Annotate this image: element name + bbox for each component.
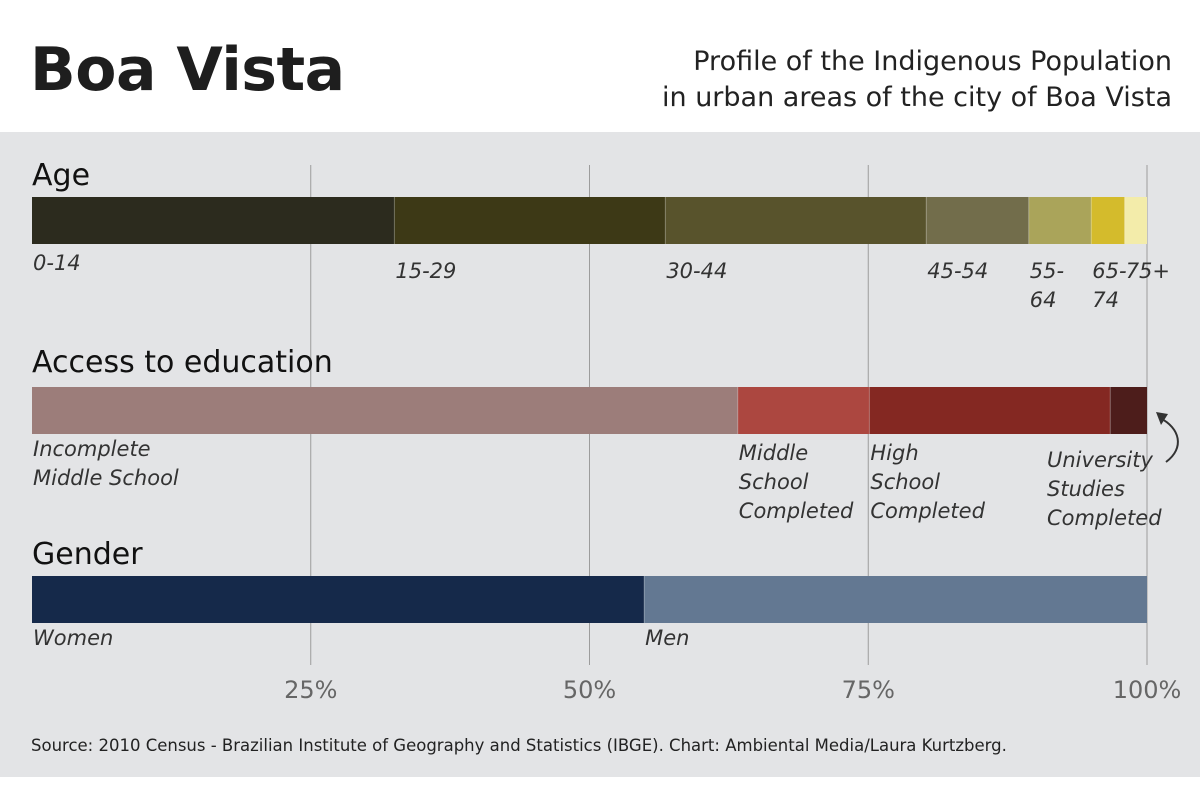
bar-segment [869,387,1111,434]
section-label-0: Age [32,158,90,193]
bar-segment [737,387,870,434]
tick-label: 25% [284,676,337,704]
tick-label: 50% [563,676,616,704]
category-label: 30-44 [666,259,727,283]
bar-segment [665,197,927,244]
bar-segment [1028,197,1092,244]
category-label: Middle School Completed [739,441,854,523]
subtitle-line-2: in urban areas of the city of Boa Vista [662,82,1172,113]
bar-segment [926,197,1029,244]
category-label: Men [645,626,689,650]
bar-segment [32,387,738,434]
source-note: Source: 2010 Census - Brazilian Institut… [31,736,1007,755]
arrow-head [1156,412,1168,425]
category-label: Women [33,626,113,650]
category-label: University Studies Completed [1047,448,1162,530]
tick-label: 75% [842,676,895,704]
bar-segment [394,197,666,244]
section-label-2: Gender [32,537,143,572]
bar-segment [32,197,395,244]
category-label: 0-14 [33,251,81,275]
tick-label: 100% [1113,676,1182,704]
category-label: 55-64 [1030,259,1064,312]
category-label: High School Completed [870,441,985,523]
category-label: Incomplete Middle School [33,437,179,490]
bar-segment [644,576,1147,623]
bar-segment [32,576,645,623]
category-label: 75+ [1126,259,1170,283]
category-label: 65-74 [1092,259,1126,312]
subtitle-line-1: Profile of the Indigenous Population [693,46,1172,77]
section-label-1: Access to education [32,345,333,380]
page-title: Boa Vista [30,35,345,105]
category-label: 45-54 [927,259,988,283]
bar-segment [1124,197,1147,244]
bar-segment [1091,197,1125,244]
subtitle: Profile of the Indigenous Population in … [662,44,1172,116]
footer-band [0,777,1200,800]
arrow-curve [1159,417,1179,463]
category-label: 15-29 [395,259,456,283]
header: Boa Vista Profile of the Indigenous Popu… [0,0,1200,132]
bar-segment [1110,387,1147,434]
